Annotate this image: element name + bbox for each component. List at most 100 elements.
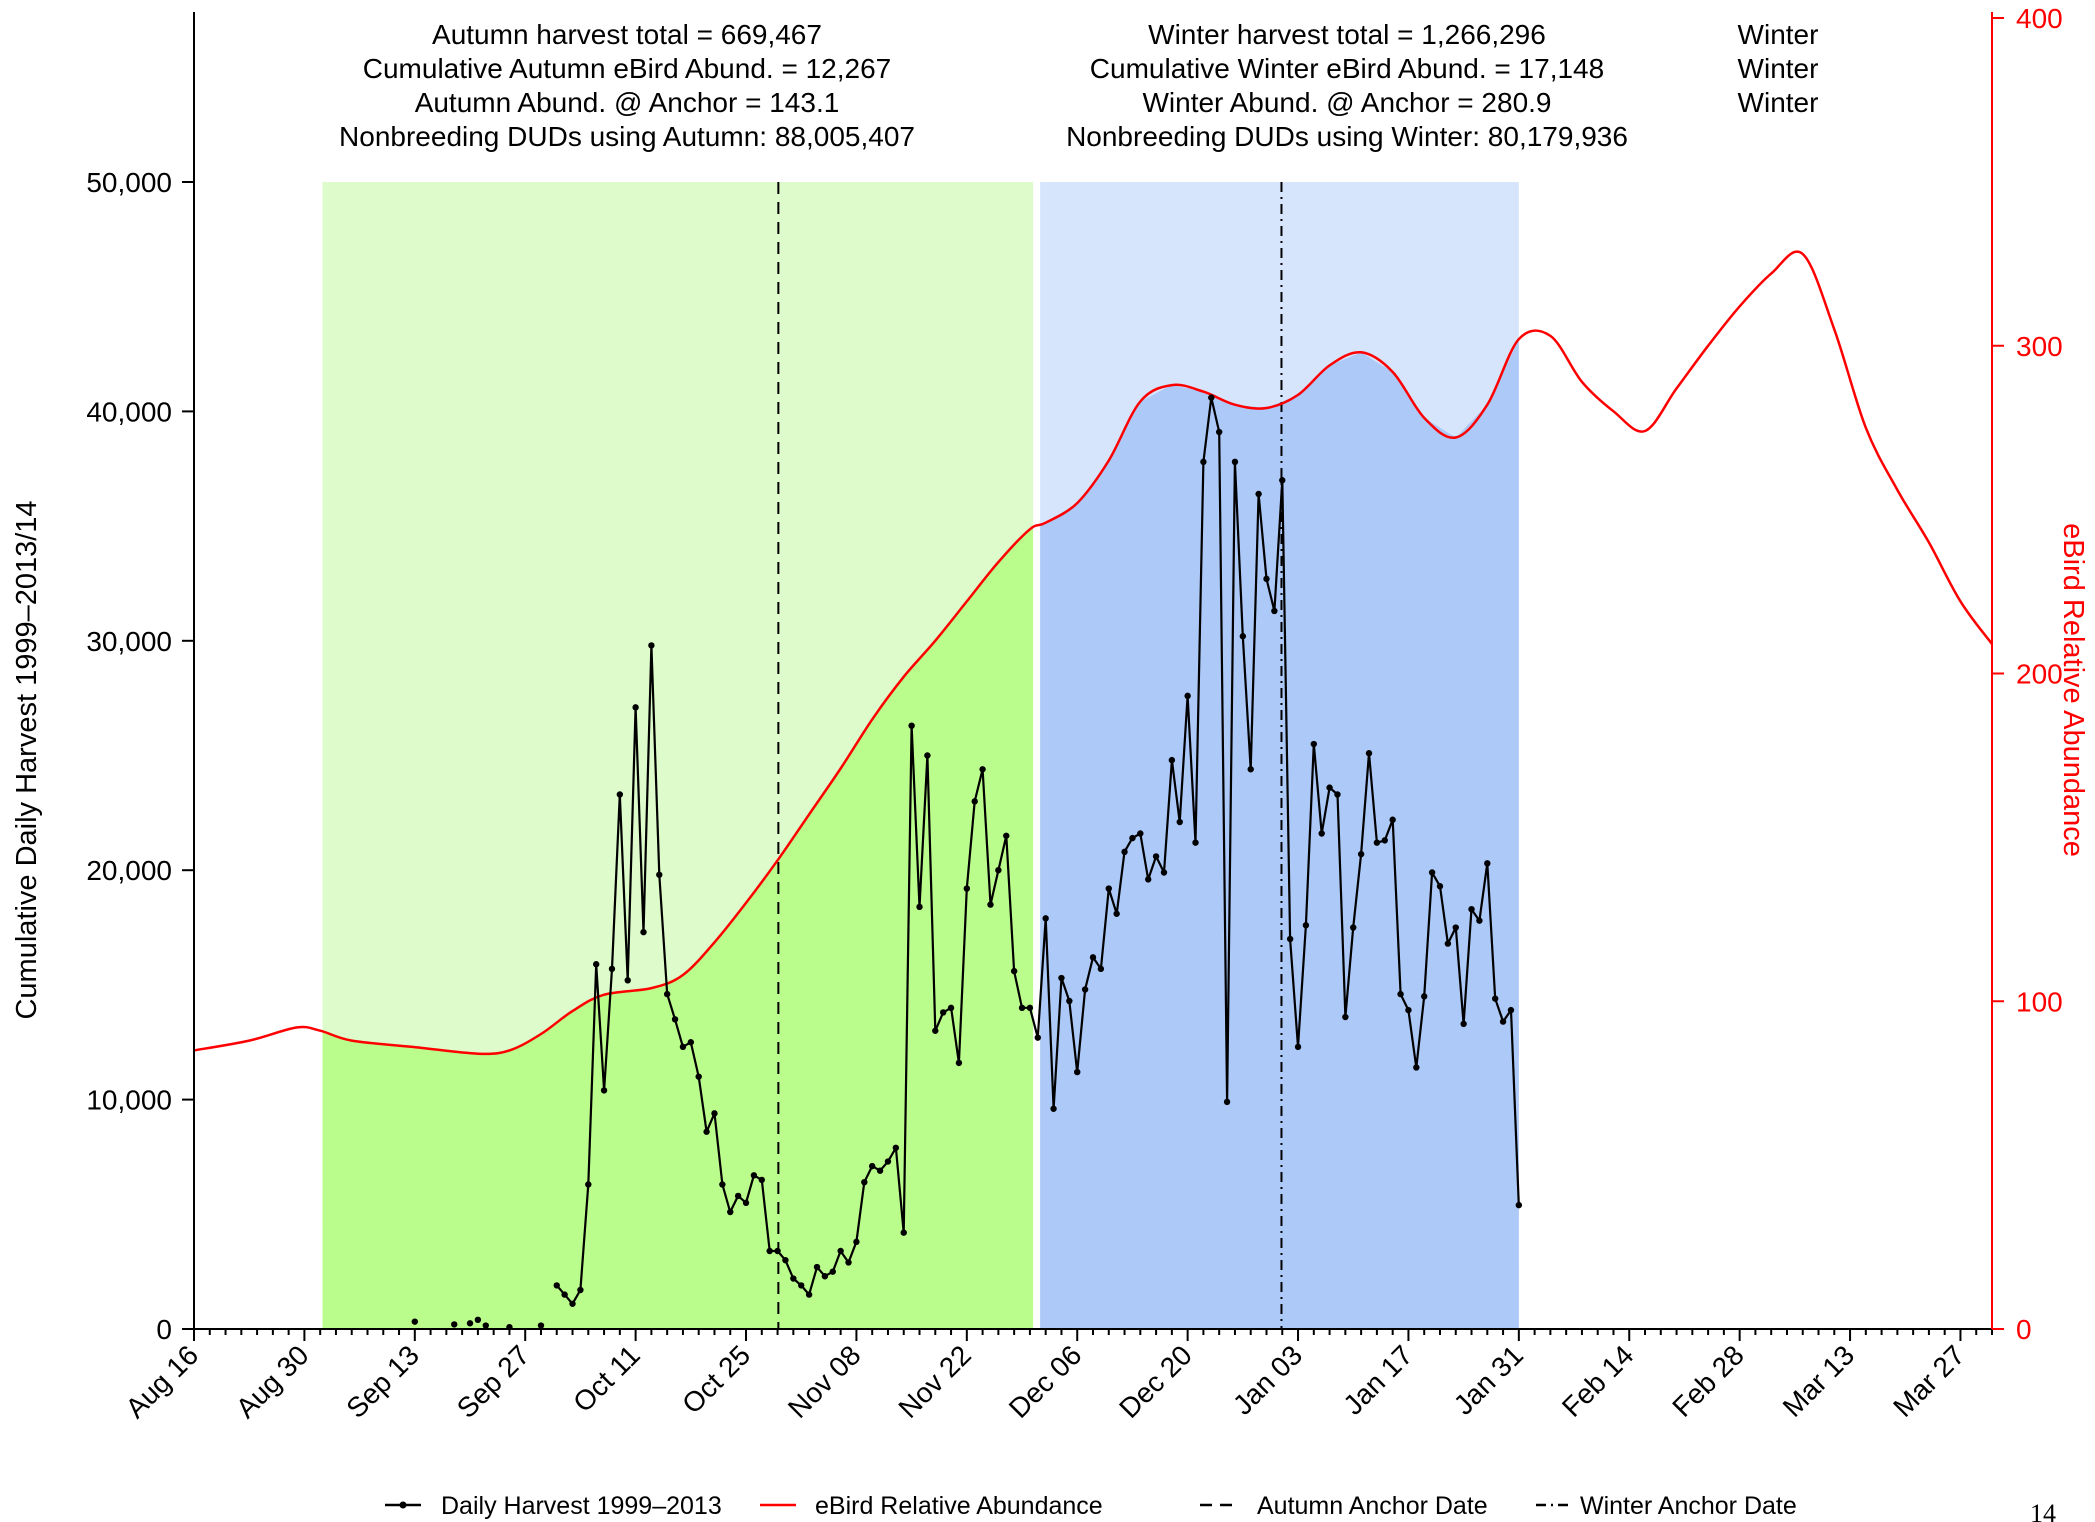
y2-tick-label-2: 200	[2016, 659, 2063, 690]
harvest-point-73	[1074, 1068, 1081, 1076]
harvest-point-44	[845, 1259, 852, 1266]
harvest-point-95	[1247, 766, 1254, 773]
harvest-point-128	[1507, 1006, 1515, 1014]
harvest-point-13	[600, 1087, 608, 1094]
legend-label-autumn-anchor: Autumn Anchor Date	[1257, 1492, 1488, 1520]
harvest-point-28	[719, 1181, 726, 1188]
harvest-point-68	[1034, 1034, 1041, 1041]
harvest-point-8	[561, 1291, 568, 1298]
ebird-series	[193, 250, 1994, 1056]
harvest-point-41	[821, 1273, 829, 1280]
harvest-point-49	[884, 1158, 892, 1165]
y2-tick-label-0: 0	[2016, 1314, 2032, 1345]
harvest-point-109	[1357, 850, 1365, 858]
harvest-point-64	[1003, 832, 1010, 839]
harvest-point-11	[585, 1181, 592, 1188]
x-tick-label-4: Oct 11	[567, 1339, 646, 1418]
winter-label-3: Winter	[1738, 87, 1819, 118]
harvest-point-129	[1515, 1201, 1523, 1209]
harvest-point-74	[1081, 986, 1089, 993]
harvest-point-124	[1476, 917, 1483, 924]
harvest-point-104	[1318, 830, 1325, 837]
harvest-point-26	[703, 1128, 710, 1135]
x-tick-label-15: Mar 13	[1777, 1339, 1861, 1423]
harvest-point-120	[1444, 940, 1452, 947]
y-tick-label-4: 40,000	[86, 396, 172, 427]
harvest-point-3	[474, 1316, 482, 1324]
harvest-point-106	[1334, 791, 1341, 798]
harvest-point-111	[1373, 839, 1381, 846]
autumn-cumulative-abund: Cumulative Autumn eBird Abund. = 12,267	[363, 53, 891, 84]
harvest-point-94	[1239, 633, 1247, 640]
harvest-point-59	[963, 885, 971, 892]
harvest-point-77	[1105, 885, 1112, 892]
y-tick-label-5: 50,000	[86, 167, 172, 198]
harvest-point-14	[608, 965, 616, 973]
harvest-point-6	[537, 1322, 545, 1329]
harvest-point-79	[1121, 848, 1128, 856]
harvest-point-112	[1381, 837, 1388, 844]
x-tick-label-6: Nov 08	[782, 1339, 867, 1424]
harvest-point-0	[411, 1318, 419, 1325]
autumn-harvest-total: Autumn harvest total = 669,467	[432, 19, 822, 50]
harvest-point-58	[955, 1059, 963, 1067]
harvest-point-15	[616, 791, 624, 798]
y-tick-label-2: 20,000	[86, 855, 172, 886]
harvest-point-122	[1460, 1020, 1467, 1028]
winter-annotation: Winter harvest total = 1,266,296 Cumulat…	[1066, 19, 1628, 152]
harvest-point-22	[671, 1016, 679, 1023]
x-tick-label-12: Jan 31	[1448, 1339, 1529, 1420]
winter-abund-anchor: Winter Abund. @ Anchor = 280.9	[1142, 87, 1551, 118]
y-axis-title: Cumulative Daily Harvest 1999–2013/14	[11, 500, 43, 1019]
harvest-point-45	[853, 1238, 860, 1246]
harvest-point-100	[1286, 935, 1294, 943]
x-tick-label-10: Jan 03	[1227, 1339, 1308, 1420]
harvest-point-52	[908, 722, 915, 729]
harvest-point-39	[805, 1291, 813, 1298]
x-tick-label-14: Feb 28	[1666, 1339, 1750, 1423]
harvest-point-75	[1089, 954, 1097, 961]
harvest-point-48	[876, 1167, 884, 1174]
harvest-point-126	[1491, 995, 1499, 1002]
harvest-point-107	[1342, 1013, 1349, 1021]
harvest-point-55	[932, 1027, 939, 1034]
autumn-region-under-curve	[322, 528, 1034, 1329]
harvest-point-66	[1018, 1004, 1026, 1012]
legend-item-harvest: Daily Harvest 1999–2013	[385, 1492, 722, 1520]
x-tick-label-2: Sep 13	[340, 1339, 425, 1424]
harvest-point-65	[1010, 967, 1018, 975]
harvest-point-99	[1279, 477, 1286, 484]
harvest-point-20	[656, 871, 663, 878]
harvest-point-16	[624, 977, 631, 984]
harvest-point-29	[727, 1208, 734, 1216]
harvest-point-47	[868, 1162, 876, 1170]
harvest-point-82	[1145, 876, 1152, 883]
harvest-point-118	[1428, 869, 1436, 876]
winter-cumulative-abund: Cumulative Winter eBird Abund. = 17,148	[1090, 53, 1604, 84]
harvest-point-80	[1129, 834, 1136, 842]
harvest-point-96	[1255, 490, 1262, 498]
winter-nonbreeding-duds: Nonbreeding DUDs using Winter: 80,179,93…	[1066, 121, 1628, 152]
harvest-point-9	[569, 1300, 576, 1307]
harvest-point-36	[782, 1256, 789, 1264]
harvest-point-1	[451, 1321, 458, 1328]
harvest-point-123	[1468, 905, 1475, 913]
harvest-point-4	[482, 1322, 489, 1329]
harvest-point-46	[861, 1178, 868, 1186]
harvest-point-121	[1452, 924, 1459, 931]
harvest-point-84	[1160, 869, 1168, 876]
harvest-point-35	[774, 1247, 781, 1255]
harvest-point-50	[892, 1144, 900, 1151]
harvest-point-7	[553, 1282, 560, 1289]
harvest-point-88	[1192, 839, 1199, 846]
harvest-point-61	[979, 766, 986, 773]
harvest-point-34	[766, 1247, 773, 1255]
harvest-point-86	[1176, 818, 1183, 826]
harvest-point-117	[1421, 993, 1428, 1000]
harvest-point-51	[900, 1229, 907, 1236]
harvest-point-53	[916, 903, 923, 911]
x-tick-label-3: Sep 27	[451, 1339, 536, 1424]
x-tick-label-5: Oct 25	[676, 1339, 756, 1419]
